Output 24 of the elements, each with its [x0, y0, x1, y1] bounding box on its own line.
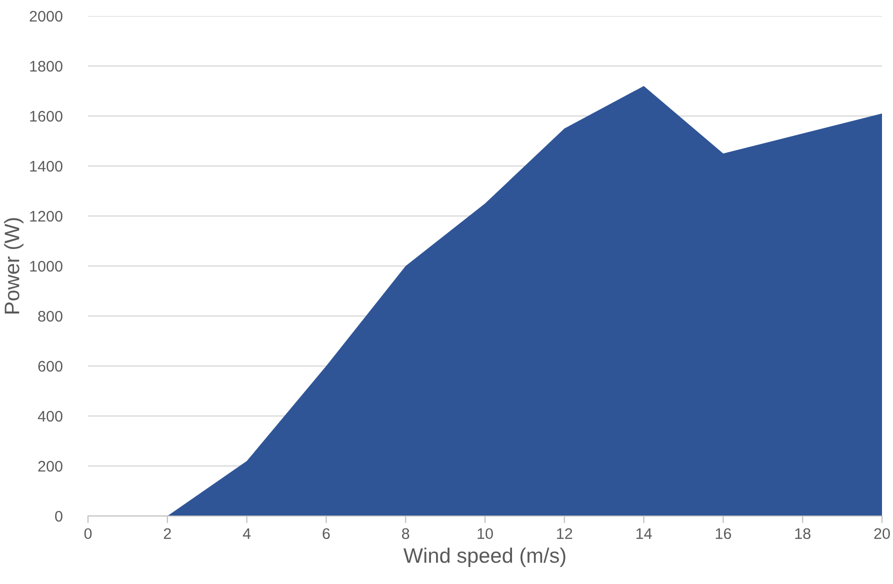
x-axis-title: Wind speed (m/s)	[403, 548, 566, 568]
x-tick-label: 18	[795, 528, 810, 540]
y-tick-label: 1200	[30, 210, 62, 222]
y-tick-label: 600	[38, 360, 62, 372]
y-tick-label: 200	[38, 460, 62, 472]
y-tick-label: 800	[38, 310, 62, 322]
y-axis-title: Power (W)	[4, 218, 24, 314]
y-tick-label: 1800	[30, 60, 62, 72]
x-tick-label: 4	[242, 528, 251, 539]
y-tick-label: 400	[38, 410, 62, 422]
x-tick-label: 10	[478, 528, 493, 540]
x-tick-label: 0	[84, 528, 92, 540]
x-tick-label: 16	[716, 528, 732, 540]
x-tick-label: 14	[636, 528, 652, 539]
y-tick-label: 1400	[30, 160, 62, 172]
y-tick-label: 1000	[30, 260, 62, 272]
x-tick-label: 2	[164, 528, 171, 539]
y-tick-label: 1600	[30, 110, 62, 122]
y-tick-label: 2000	[30, 10, 62, 22]
x-tick-label: 8	[402, 528, 410, 540]
y-tick-label: 0	[55, 510, 62, 522]
x-tick-label: 20	[874, 528, 890, 540]
x-tick-label: 6	[322, 528, 330, 540]
x-tick-label: 12	[557, 528, 572, 539]
